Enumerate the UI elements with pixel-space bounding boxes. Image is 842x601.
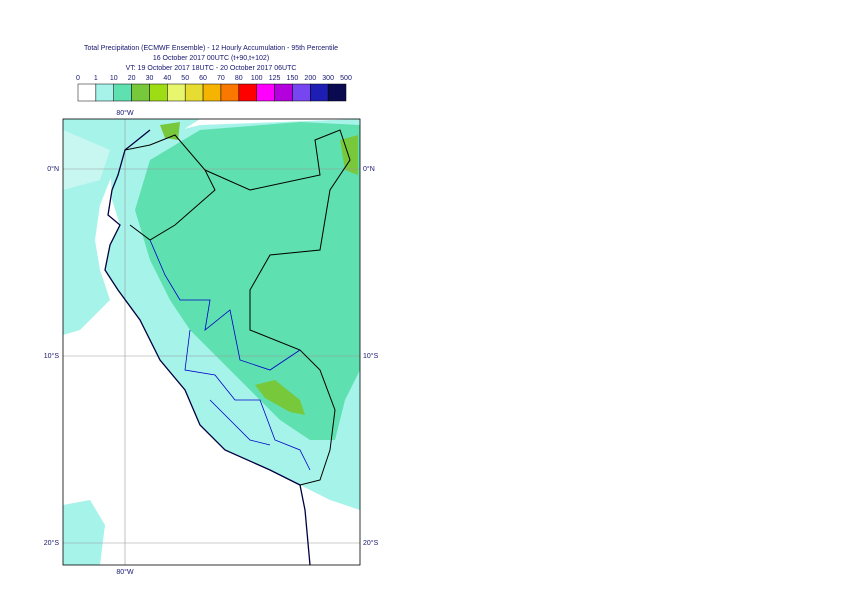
legend-swatch [238, 83, 257, 102]
lat-label: 20°S [363, 539, 379, 547]
border [124, 134, 216, 241]
legend-label: 70 [217, 75, 225, 82]
legend-swatch [184, 83, 204, 102]
legend-swatch [292, 83, 311, 102]
legend-label: 300 [322, 75, 334, 82]
legend-label: 0 [76, 75, 80, 82]
valid-time: VT: 19 October 2017 18UTC - 20 October 2… [126, 65, 297, 72]
legend-swatch [274, 83, 293, 102]
legend-label: 80 [235, 75, 243, 82]
legend-label: 20 [128, 75, 136, 82]
legend-swatch [77, 83, 97, 102]
coastline [104, 129, 311, 565]
lat-label: 10°S [363, 352, 379, 360]
subtitle: 16 October 2017 00UTC (t+90,t+102) [153, 55, 269, 62]
legend-swatch [131, 83, 150, 102]
lat-label: 0°N [363, 165, 375, 173]
legend-label: 60 [199, 75, 207, 82]
precip-area [135, 122, 360, 440]
legend-swatch [167, 83, 186, 102]
legend-swatch [113, 83, 132, 102]
legend-label: 50 [181, 75, 189, 82]
legend-swatch [310, 83, 329, 102]
map: 80°W 80°W 0°N 0°N 10°S 10°S 20°S 20°S [44, 109, 379, 576]
title: Total Precipitation (ECMWF Ensemble) - 1… [84, 45, 338, 52]
legend-swatch [149, 83, 168, 102]
lat-label: 0°N [47, 165, 59, 173]
legend: 0 1 10 20 30 40 50 60 70 80 100 125 150 200 300 500 [76, 75, 352, 102]
legend-swatch [202, 83, 222, 102]
legend-label: 10 [110, 75, 118, 82]
border [204, 129, 351, 486]
legend-label: 1 [94, 75, 98, 82]
lon-label: 80°W [116, 109, 134, 117]
map-frame [62, 118, 361, 566]
precip-area [63, 500, 105, 565]
lat-label: 10°S [44, 352, 60, 360]
legend-label: 125 [269, 75, 281, 82]
legend-swatch [256, 83, 275, 102]
lat-label: 20°S [44, 539, 60, 547]
precip-area [255, 380, 305, 415]
legend-swatch [220, 83, 240, 102]
legend-label: 40 [163, 75, 171, 82]
legend-label: 200 [304, 75, 316, 82]
legend-label: 100 [251, 75, 263, 82]
lon-label: 80°W [116, 568, 134, 576]
legend-label: 150 [287, 75, 299, 82]
legend-swatch [95, 83, 114, 102]
legend-swatch [327, 83, 347, 102]
precip-area [63, 130, 110, 190]
legend-label: 30 [146, 75, 154, 82]
title-block: Total Precipitation (ECMWF Ensemble) - 1… [84, 45, 338, 72]
region-border [149, 239, 311, 471]
legend-label: 500 [340, 75, 352, 82]
